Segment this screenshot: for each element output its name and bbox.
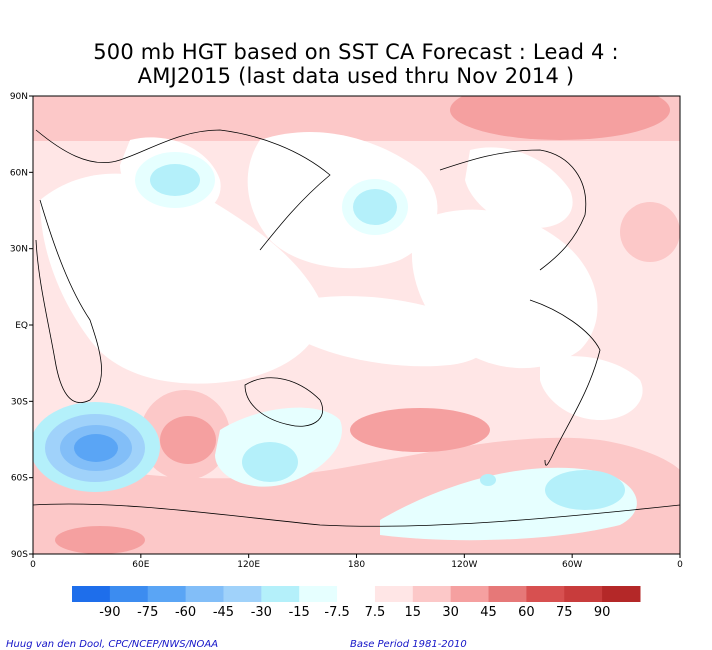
colorbar-swatch (299, 586, 338, 602)
field-neutral-npac (247, 131, 438, 269)
y-axis: 90N 60N 30N EQ 30S 60S 90S (10, 92, 33, 560)
field-negative-siberia-core (150, 164, 200, 196)
coast-south-america (529, 299, 601, 466)
colorbar-label: 60 (518, 605, 535, 620)
field-positive-spac (350, 408, 490, 452)
colorbar-swatch (109, 586, 149, 602)
colorbar-swatch (374, 586, 414, 602)
base-period-text: Base Period 1981-2010 (350, 639, 467, 650)
field-positive-europe (620, 202, 680, 262)
field-neutral-indian (40, 173, 322, 384)
colorbar: -90 -75 -60 -45 -30 -15 -7.5 7.5 15 30 45 60 75 90 (72, 586, 641, 620)
field-negative-small (480, 474, 496, 486)
coastlines (33, 129, 680, 527)
y-tick-label: 30N (10, 245, 28, 255)
colorbar-swatch (72, 586, 111, 602)
x-axis: 0 60E 120E 180 120W 60W 0 (30, 554, 683, 570)
colorbar-swatch (147, 586, 187, 602)
colorbar-label: 75 (556, 605, 573, 620)
field-arctic-core (450, 96, 670, 140)
y-tick-label: 30S (11, 397, 28, 407)
x-tick-label: 180 (348, 560, 365, 570)
colorbar-label: -60 (175, 605, 196, 620)
colorbar-swatch (450, 586, 490, 602)
colorbar-swatch (488, 586, 527, 602)
field-negative-npac-core (353, 189, 397, 225)
colorbar-label: 15 (405, 605, 422, 620)
colorbar-swatch (185, 586, 224, 602)
colorbar-label: -30 (251, 605, 272, 620)
field-negative-australia-core (242, 442, 298, 482)
field-neutral-tropics (300, 296, 488, 367)
field-positive-sio-core (160, 416, 216, 464)
colorbar-label: -7.5 (324, 605, 349, 620)
field-neutral-satl (540, 356, 643, 420)
x-tick-label: 120W (451, 560, 477, 570)
field-neutral-na (465, 147, 573, 229)
colorbar-label: 90 (594, 605, 611, 620)
coast-australia (244, 377, 323, 427)
colorbar-swatch (412, 586, 452, 602)
field-negative-satl-core (74, 434, 118, 462)
colorbar-label: -90 (99, 605, 120, 620)
coast-africa (35, 199, 102, 403)
anomaly-field (33, 96, 680, 554)
coast-antarctica (33, 503, 680, 527)
credit-text: Huug van den Dool, CPC/NCEP/NWS/NOAA (6, 639, 219, 650)
x-tick-label: 0 (677, 560, 683, 570)
colorbar-swatch (564, 586, 603, 602)
field-negative-south-pacific-core (545, 470, 625, 510)
y-tick-label: 60S (11, 474, 28, 484)
coast-eurasia (35, 129, 331, 251)
colorbar-swatch (526, 586, 565, 602)
field-positive-antarctic (55, 526, 145, 554)
chart-title: 500 mb HGT based on SST CA Forecast : Le… (93, 40, 619, 64)
colorbar-label: -45 (213, 605, 234, 620)
colorbar-swatch (261, 586, 300, 602)
y-tick-label: 60N (10, 168, 28, 178)
colorbar-label: 7.5 (365, 605, 386, 620)
colorbar-swatch (602, 586, 641, 602)
colorbar-swatch (337, 586, 376, 602)
colorbar-label: 30 (442, 605, 459, 620)
y-tick-label: EQ (15, 321, 28, 331)
y-tick-label: 90N (10, 92, 28, 102)
x-tick-label: 60E (132, 560, 149, 570)
x-tick-label: 120E (237, 560, 260, 570)
y-tick-label: 90S (11, 550, 28, 560)
x-tick-label: 60W (562, 560, 582, 570)
x-tick-label: 0 (30, 560, 36, 570)
colorbar-label: -15 (289, 605, 310, 620)
coast-north-america (439, 149, 587, 271)
colorbar-label: 45 (480, 605, 497, 620)
colorbar-label: -75 (137, 605, 158, 620)
chart-subtitle: AMJ2015 (last data used thru Nov 2014 ) (137, 64, 575, 88)
colorbar-swatch (223, 586, 262, 602)
